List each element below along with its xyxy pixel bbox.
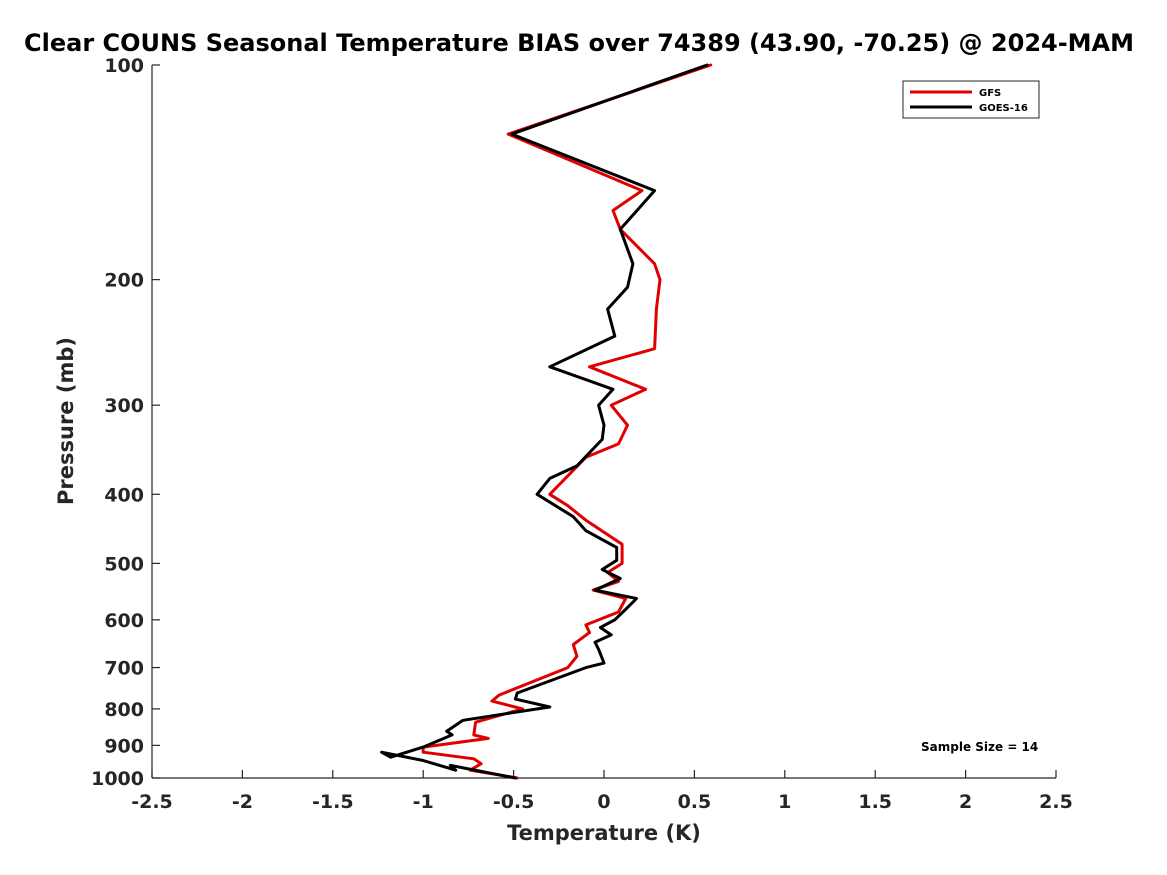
x-tick-label: 2.5 bbox=[1039, 791, 1073, 813]
x-axis-label: Temperature (K) bbox=[507, 821, 701, 845]
y-tick-label: 300 bbox=[104, 395, 144, 417]
x-tick-label: -0.5 bbox=[493, 791, 535, 813]
x-tick-label: -2 bbox=[232, 791, 253, 813]
y-tick-label: 500 bbox=[104, 553, 144, 575]
legend: GFS GOES-16 bbox=[902, 80, 1040, 119]
sample-size-annotation: Sample Size = 14 bbox=[921, 740, 1038, 754]
y-tick-label: 600 bbox=[104, 610, 144, 632]
x-tick-label: 2 bbox=[959, 791, 972, 813]
legend-label-gfs: GFS bbox=[979, 88, 1001, 99]
y-tick-label: 800 bbox=[104, 699, 144, 721]
x-axis-ticks: -2.5 -2 -1.5 -1 -0.5 0 0.5 1 1.5 2 2.5 bbox=[131, 770, 1073, 813]
x-tick-label: -1 bbox=[413, 791, 434, 813]
series-line-gfs bbox=[421, 63, 713, 780]
x-tick-label: 1 bbox=[778, 791, 791, 813]
series-lines bbox=[380, 63, 713, 780]
y-tick-label: 900 bbox=[104, 735, 144, 757]
chart-title: Clear COUNS Seasonal Temperature BIAS ov… bbox=[24, 29, 1134, 57]
y-axis-label: Pressure (mb) bbox=[54, 337, 78, 505]
y-tick-label: 700 bbox=[104, 658, 144, 680]
x-tick-label: -2.5 bbox=[131, 791, 173, 813]
legend-label-goes16: GOES-16 bbox=[979, 103, 1028, 114]
x-tick-label: 1.5 bbox=[858, 791, 892, 813]
x-tick-label: -1.5 bbox=[312, 791, 354, 813]
series-line-goes16 bbox=[380, 63, 709, 780]
y-tick-label: 400 bbox=[104, 484, 144, 506]
x-tick-label: 0 bbox=[597, 791, 610, 813]
y-tick-label: 200 bbox=[104, 270, 144, 292]
y-axis-ticks: 100 200 300 400 500 600 700 800 900 1000 bbox=[91, 55, 160, 790]
y-tick-label: 100 bbox=[104, 55, 144, 77]
legend-box bbox=[902, 80, 1040, 119]
y-tick-label: 1000 bbox=[91, 768, 144, 790]
x-tick-label: 0.5 bbox=[678, 791, 712, 813]
